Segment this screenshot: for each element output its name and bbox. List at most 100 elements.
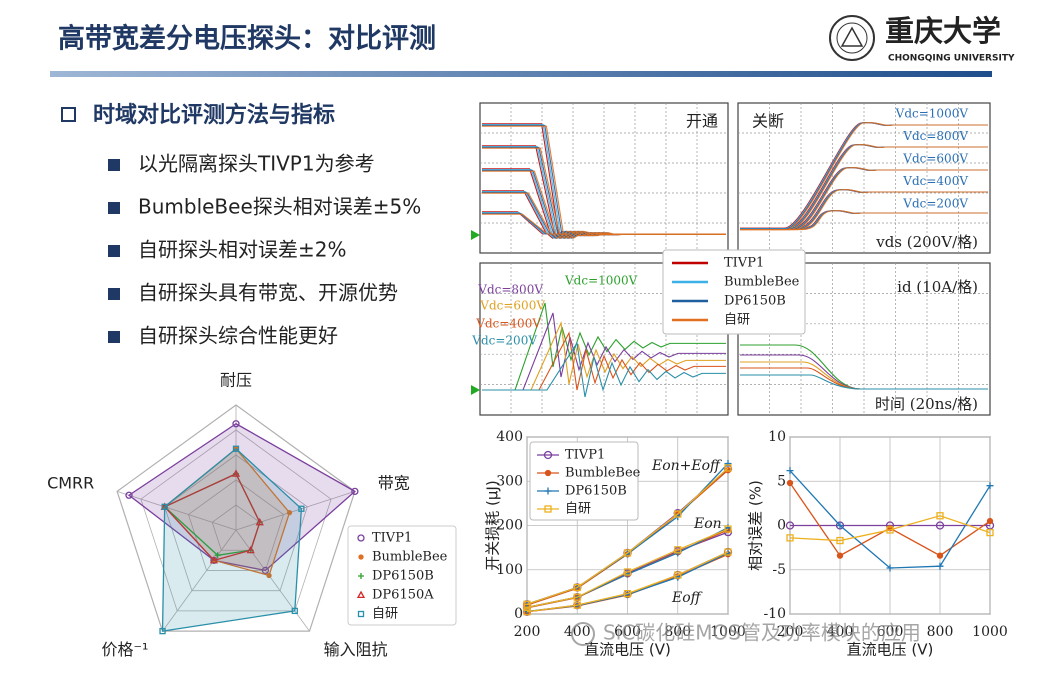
marker [544, 469, 552, 477]
vdc-label: Vdc=200V [471, 334, 537, 348]
radar-spoke [162, 529, 237, 632]
marker [724, 525, 732, 533]
marker [724, 464, 732, 472]
bullet-text: 以光隔离探头TIVP1为参考 [138, 152, 375, 176]
panel-label: 开通 [686, 112, 718, 131]
x-tick-label: 800 [927, 624, 954, 640]
marker [836, 522, 844, 529]
waveform [740, 167, 988, 231]
vdc-label: Vdc=1000V [564, 274, 638, 288]
x-tick-label: 600 [614, 624, 641, 640]
radar-axis-label: 价格⁻¹ [102, 640, 149, 659]
marker [674, 510, 682, 518]
radar-area [163, 472, 261, 562]
waveform [740, 189, 988, 231]
radar-ring [116, 404, 356, 632]
marker [266, 572, 272, 579]
marker [573, 583, 581, 592]
marker [357, 610, 365, 618]
marker [724, 548, 732, 556]
x-tick-label: 400 [564, 624, 591, 640]
vdc-label: Vdc=200V [902, 197, 968, 211]
section-heading: 时域对比评测方法与指标 [93, 102, 335, 128]
marker [298, 505, 305, 512]
y-axis-label: 相对误差 (%) [747, 480, 765, 571]
legend-label: DP6150B [724, 294, 786, 309]
vdc-label: Vdc=400V [902, 174, 968, 188]
series-line [526, 528, 729, 608]
legend-box [347, 525, 457, 626]
radar-ring [187, 479, 285, 571]
y-tick-label: -10 [763, 606, 786, 622]
legend-box [529, 441, 639, 521]
radar-axis-label: CMRR [47, 473, 94, 492]
waveform [740, 374, 988, 390]
y-tick-label: 0 [777, 518, 786, 534]
series-line [526, 551, 729, 613]
y-tick-label: 10 [768, 429, 786, 445]
watermark-text: SiC碳化硅MOS管及功率模块的应用 [603, 621, 921, 645]
marker [246, 545, 255, 554]
marker [356, 590, 366, 599]
marker [623, 568, 632, 576]
x-tick-label: 1000 [710, 624, 746, 640]
bullet [108, 331, 120, 343]
marker [936, 562, 944, 570]
waveform [482, 331, 726, 391]
marker [231, 469, 241, 477]
radar-ring [140, 429, 332, 612]
panel-label: 关断 [752, 112, 784, 131]
marker [836, 536, 844, 545]
waveform [740, 144, 988, 231]
radar-axis-label: 耐压 [220, 371, 252, 390]
marker [214, 552, 221, 559]
y-tick-label: -5 [772, 562, 786, 578]
bullet [108, 159, 120, 171]
marker [986, 517, 994, 525]
axis-scale-label: id (10A/格) [897, 278, 978, 296]
radar-axis-label: 输入阻抗 [324, 640, 388, 659]
waveform [482, 321, 726, 391]
y-tick-label: 0 [514, 606, 523, 622]
legend-label: TIVP1 [565, 448, 605, 463]
marker [724, 460, 732, 468]
legend-label: 自研 [724, 313, 750, 328]
legend-label: BumbleBee [372, 550, 448, 565]
marker [674, 571, 682, 579]
marker [786, 534, 794, 542]
ground-marker [471, 385, 480, 395]
marker [936, 512, 944, 520]
radar-axis-label: 带宽 [378, 473, 410, 492]
marker [886, 564, 894, 572]
marker [523, 603, 531, 612]
radar-area [161, 447, 303, 632]
waveform [740, 122, 988, 231]
x-tick-label: 400 [827, 624, 854, 640]
marker [232, 420, 240, 428]
x-tick-label: 600 [877, 624, 904, 640]
legend-label: DP6150B [372, 569, 434, 584]
axis-scale-label: 时间 (20ns/格) [875, 395, 978, 413]
y-tick-label: 100 [496, 562, 523, 578]
waveform [482, 312, 726, 391]
legend-label: 自研 [565, 502, 591, 517]
bullet-text: 自研探头综合性能更好 [138, 324, 338, 348]
marker [286, 509, 293, 516]
radar-spoke [116, 490, 237, 531]
x-tick-label: 200 [514, 624, 541, 640]
bullet-text: 自研探头具有带宽、开源优势 [138, 281, 398, 305]
error-chart: -10 -5 0 5 10 200 400 600 800 1000 直流电压 (V) 相对误差 (%… [747, 429, 1008, 659]
legend-label: TIVP1 [372, 531, 412, 546]
marker [936, 552, 944, 559]
x-tick-label: 800 [664, 624, 691, 640]
y-tick-label: 5 [777, 473, 786, 489]
y-tick-label: 200 [496, 518, 523, 534]
series-line [789, 515, 991, 542]
curve-annotation: Eoff [671, 590, 703, 606]
radar-spoke [235, 490, 356, 531]
logo-name: 重庆大学 [885, 14, 1001, 48]
marker [836, 552, 844, 559]
